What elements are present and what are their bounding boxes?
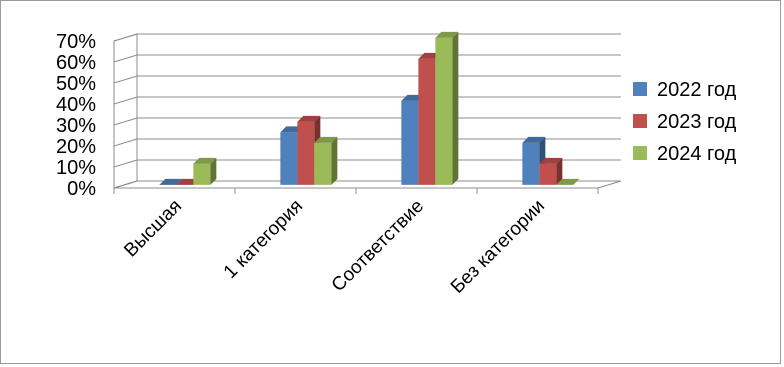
bar-2-4 <box>539 157 563 185</box>
bar-top <box>435 31 459 38</box>
x-axis-labels: Высшая 1 категория Соответствие Без категор… <box>120 196 549 298</box>
bar-front <box>522 142 540 185</box>
gridlines <box>113 33 621 189</box>
bar-front <box>314 142 332 185</box>
y-tick-label: 50% <box>56 73 96 95</box>
legend-swatch <box>633 146 647 160</box>
bars <box>159 31 580 185</box>
x-category-label: 1 категория <box>220 196 307 283</box>
x-category-label: Без категории <box>447 196 549 298</box>
y-tick-label: 40% <box>56 94 96 116</box>
legend-swatch <box>633 114 647 128</box>
bar-top <box>522 136 546 143</box>
bar-front <box>418 58 436 185</box>
y-tick-label: 30% <box>56 115 96 137</box>
gridline <box>113 54 621 63</box>
legend-label: 2023 год <box>657 111 737 133</box>
y-axis-ticks: 0%10%20%30%40%50%60%70% <box>56 31 96 200</box>
legend-swatch <box>633 82 647 96</box>
bar-side <box>210 157 217 185</box>
bar-front <box>280 132 298 185</box>
bar-top <box>159 178 183 185</box>
bar-3-3 <box>435 31 459 185</box>
y-tick-label: 60% <box>56 52 96 74</box>
gridline <box>113 75 621 84</box>
gridline <box>113 159 621 168</box>
bar-3-2 <box>314 136 338 185</box>
bar-top <box>539 157 563 164</box>
gridline <box>113 96 621 105</box>
bar-front <box>297 121 315 185</box>
bar-front <box>193 163 211 185</box>
bar-front <box>401 100 419 185</box>
legend-item: 2024 год <box>633 143 737 165</box>
bar-top <box>297 115 321 122</box>
gridline <box>113 117 621 126</box>
bar-3-4 <box>556 178 580 185</box>
y-tick-label: 0% <box>67 178 96 200</box>
y-tick-label: 10% <box>56 157 96 179</box>
bar-1-1 <box>159 178 183 185</box>
bar-top <box>193 157 217 164</box>
gridline <box>113 180 621 189</box>
legend-label: 2024 год <box>657 143 737 165</box>
x-category-label: Высшая <box>120 196 186 262</box>
legend-label: 2022 год <box>657 79 737 101</box>
bar-top <box>556 178 580 185</box>
bar-side <box>556 157 563 185</box>
bar-side <box>452 31 459 185</box>
y-tick-label: 70% <box>56 31 96 53</box>
legend-item: 2022 год <box>633 79 737 101</box>
legend-item: 2023 год <box>633 111 737 133</box>
chart-side-wall <box>113 33 138 189</box>
y-tick-label: 20% <box>56 136 96 158</box>
bar-3-1 <box>193 157 217 185</box>
bar-top <box>314 136 338 143</box>
legend: 2022 год 2023 год 2024 год <box>633 79 737 165</box>
bar-side <box>331 136 338 185</box>
gridline <box>113 33 621 42</box>
bar-front <box>539 163 557 185</box>
x-category-label: Соответствие <box>328 196 428 296</box>
bar-front <box>435 37 453 185</box>
gridline <box>113 138 621 147</box>
